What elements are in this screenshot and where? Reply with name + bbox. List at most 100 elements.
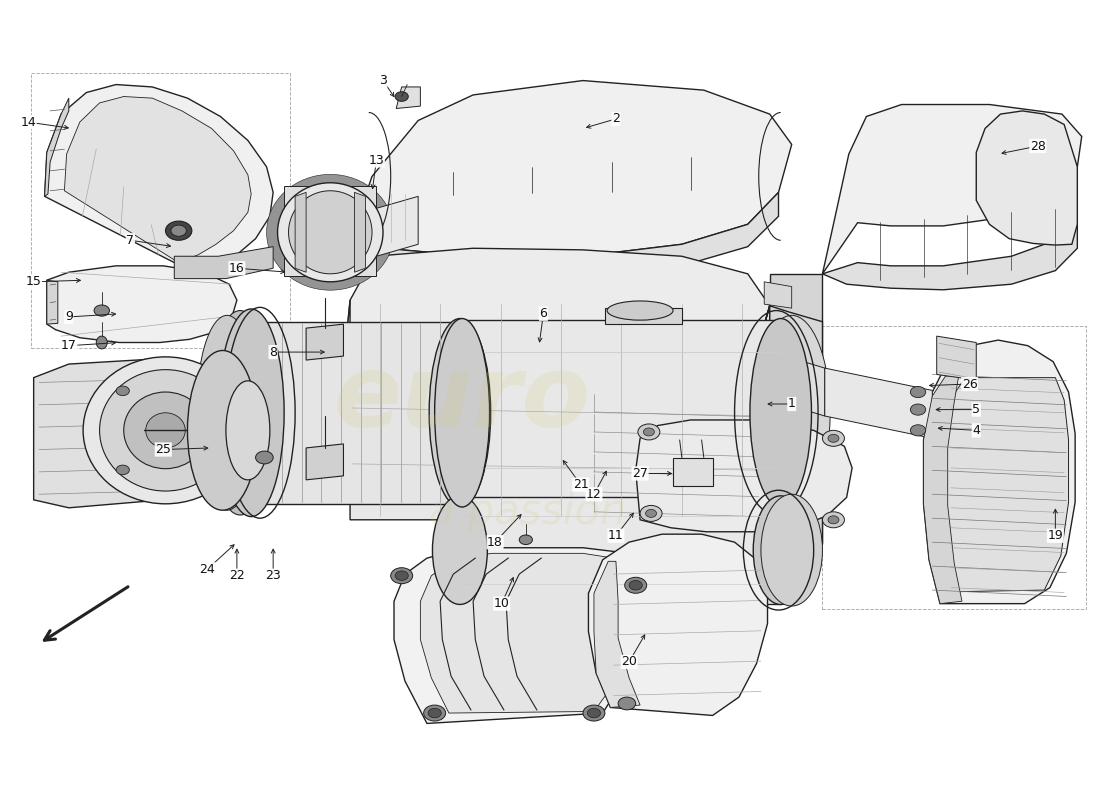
Ellipse shape bbox=[272, 179, 389, 286]
Text: 26: 26 bbox=[961, 378, 978, 390]
Ellipse shape bbox=[911, 386, 926, 398]
Polygon shape bbox=[825, 368, 933, 438]
Text: 18: 18 bbox=[487, 536, 503, 549]
Ellipse shape bbox=[754, 496, 808, 605]
Ellipse shape bbox=[207, 310, 273, 515]
Polygon shape bbox=[460, 498, 781, 604]
Text: 6: 6 bbox=[539, 307, 548, 320]
Polygon shape bbox=[350, 81, 792, 256]
Ellipse shape bbox=[276, 183, 384, 282]
Text: 28: 28 bbox=[1030, 139, 1046, 153]
Ellipse shape bbox=[428, 708, 441, 718]
Ellipse shape bbox=[145, 413, 185, 448]
Polygon shape bbox=[588, 534, 768, 715]
Ellipse shape bbox=[823, 430, 845, 446]
Ellipse shape bbox=[292, 197, 370, 268]
Text: 12: 12 bbox=[586, 488, 602, 501]
Text: 25: 25 bbox=[155, 443, 172, 456]
Polygon shape bbox=[759, 306, 823, 544]
Polygon shape bbox=[306, 324, 343, 360]
Text: 24: 24 bbox=[199, 563, 216, 576]
Ellipse shape bbox=[84, 357, 248, 504]
Ellipse shape bbox=[288, 190, 372, 274]
Text: 17: 17 bbox=[60, 339, 77, 352]
Ellipse shape bbox=[911, 404, 926, 415]
Ellipse shape bbox=[196, 315, 257, 510]
Ellipse shape bbox=[95, 305, 110, 316]
Ellipse shape bbox=[296, 201, 365, 263]
Polygon shape bbox=[284, 186, 376, 276]
Polygon shape bbox=[937, 336, 977, 380]
Ellipse shape bbox=[519, 535, 532, 545]
Polygon shape bbox=[295, 192, 306, 272]
Ellipse shape bbox=[587, 708, 601, 718]
Polygon shape bbox=[764, 346, 792, 372]
Polygon shape bbox=[396, 87, 420, 109]
Polygon shape bbox=[823, 105, 1081, 274]
Polygon shape bbox=[354, 192, 365, 272]
Polygon shape bbox=[45, 85, 273, 274]
Ellipse shape bbox=[625, 578, 647, 594]
Ellipse shape bbox=[255, 451, 273, 464]
Text: 9: 9 bbox=[65, 310, 73, 323]
Ellipse shape bbox=[640, 506, 662, 522]
Ellipse shape bbox=[123, 392, 207, 469]
Polygon shape bbox=[394, 548, 649, 723]
Polygon shape bbox=[924, 376, 962, 604]
Polygon shape bbox=[306, 444, 343, 480]
Polygon shape bbox=[420, 554, 640, 713]
Ellipse shape bbox=[187, 350, 257, 510]
Polygon shape bbox=[764, 282, 792, 308]
Ellipse shape bbox=[644, 428, 654, 436]
Text: 15: 15 bbox=[25, 275, 42, 288]
Ellipse shape bbox=[306, 210, 355, 254]
Text: 16: 16 bbox=[229, 262, 245, 274]
Polygon shape bbox=[460, 320, 781, 506]
Ellipse shape bbox=[300, 206, 360, 259]
Ellipse shape bbox=[434, 318, 490, 507]
Text: 5: 5 bbox=[972, 403, 980, 416]
Polygon shape bbox=[764, 458, 792, 484]
Polygon shape bbox=[350, 192, 779, 272]
Text: 20: 20 bbox=[621, 655, 637, 669]
Ellipse shape bbox=[395, 571, 408, 581]
Polygon shape bbox=[346, 248, 770, 394]
Ellipse shape bbox=[170, 225, 186, 236]
Ellipse shape bbox=[828, 434, 839, 442]
Polygon shape bbox=[770, 274, 823, 544]
Ellipse shape bbox=[618, 697, 636, 710]
Polygon shape bbox=[346, 300, 770, 520]
Polygon shape bbox=[944, 378, 1068, 592]
Polygon shape bbox=[605, 308, 682, 324]
Text: 13: 13 bbox=[368, 154, 384, 167]
Ellipse shape bbox=[390, 568, 412, 584]
Ellipse shape bbox=[117, 465, 130, 474]
Text: 23: 23 bbox=[265, 569, 280, 582]
Text: a passion: a passion bbox=[429, 491, 627, 533]
Ellipse shape bbox=[286, 192, 374, 273]
Text: 1: 1 bbox=[788, 398, 795, 410]
Ellipse shape bbox=[607, 301, 673, 320]
Ellipse shape bbox=[638, 424, 660, 440]
Polygon shape bbox=[251, 322, 462, 504]
Ellipse shape bbox=[429, 318, 491, 507]
Text: 21: 21 bbox=[573, 478, 588, 491]
Polygon shape bbox=[45, 98, 69, 196]
Text: euro: euro bbox=[333, 351, 591, 449]
Text: 8: 8 bbox=[270, 346, 277, 358]
Ellipse shape bbox=[629, 581, 642, 590]
Polygon shape bbox=[47, 280, 58, 324]
Ellipse shape bbox=[750, 318, 812, 507]
Ellipse shape bbox=[646, 510, 657, 518]
Polygon shape bbox=[174, 246, 273, 278]
Ellipse shape bbox=[201, 386, 214, 396]
Ellipse shape bbox=[218, 309, 284, 517]
Ellipse shape bbox=[828, 516, 839, 524]
Polygon shape bbox=[977, 111, 1077, 245]
Ellipse shape bbox=[277, 182, 383, 282]
Ellipse shape bbox=[395, 92, 408, 102]
Ellipse shape bbox=[206, 357, 267, 504]
Ellipse shape bbox=[223, 362, 278, 498]
Ellipse shape bbox=[100, 370, 231, 491]
Ellipse shape bbox=[226, 381, 270, 480]
